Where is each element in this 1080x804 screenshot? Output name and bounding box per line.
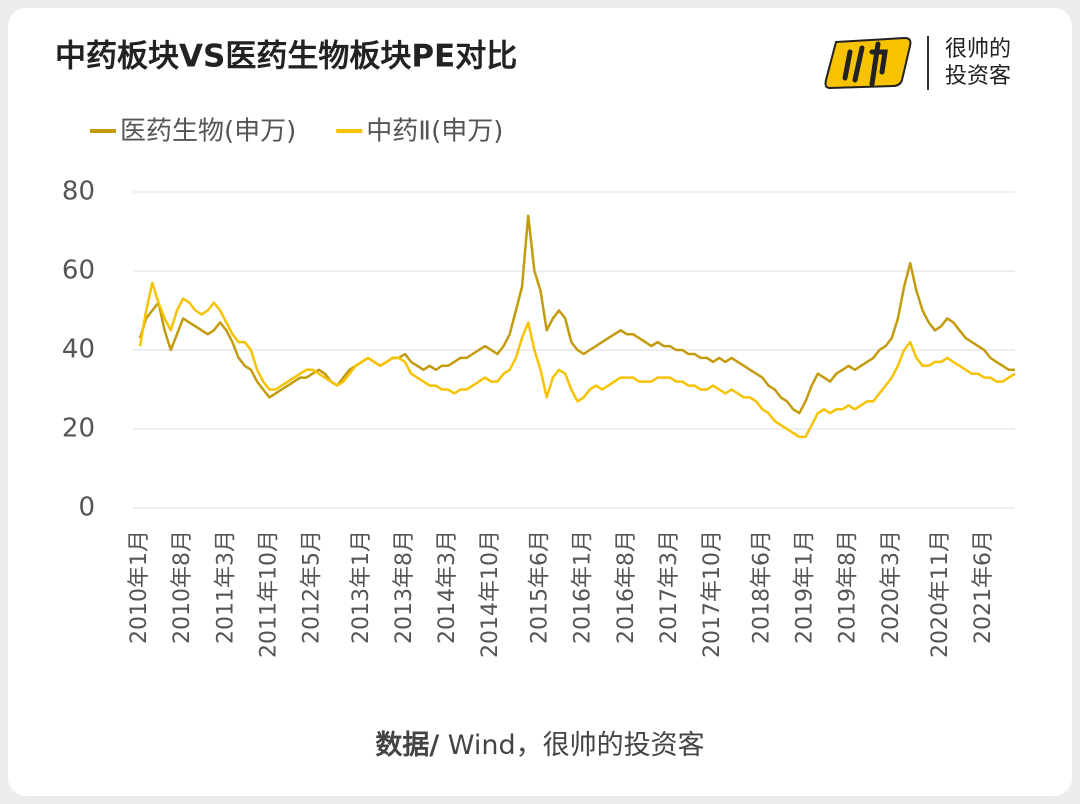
x-tick-label: 2011年10月 — [256, 530, 281, 658]
x-tick-label: 2016年1月 — [571, 530, 596, 644]
x-tick-label: 2016年8月 — [614, 530, 639, 644]
legend-label: 医药生物(申万) — [120, 117, 296, 147]
logo — [824, 36, 929, 90]
x-tick-label: 2015年6月 — [528, 530, 553, 644]
x-tick-label: 2010年8月 — [170, 530, 195, 644]
series-line — [138, 281, 1016, 439]
source-text: Wind，很帅的投资客 — [439, 730, 704, 761]
card — [8, 8, 1072, 796]
x-tick-label: 2019年1月 — [792, 530, 817, 644]
x-tick-label: 2017年10月 — [700, 530, 725, 658]
x-tick-label: 2021年6月 — [971, 530, 996, 644]
x-tick-label: 2019年8月 — [836, 530, 861, 644]
y-tick-label: 80 — [62, 177, 95, 207]
x-tick-label: 2010年1月 — [127, 530, 152, 644]
logo-mark — [824, 36, 912, 90]
x-tick-label: 2013年8月 — [392, 530, 417, 644]
y-tick-label: 0 — [78, 493, 95, 523]
x-tick-label: 2018年6月 — [749, 530, 774, 644]
chart-title: 中药板块VS医药生物板块PE对比 — [55, 39, 517, 75]
y-tick-label: 40 — [62, 335, 95, 365]
x-tick-label: 2020年3月 — [879, 530, 904, 644]
legend-label: 中药Ⅱ(申万) — [366, 117, 503, 147]
x-tick-label: 2014年3月 — [435, 530, 460, 644]
logo-glyph — [842, 41, 888, 87]
x-tick-label: 2012年5月 — [300, 530, 325, 644]
x-tick-label: 2017年3月 — [657, 530, 682, 644]
series-line — [138, 214, 1015, 415]
brand-line: 投资客 — [945, 64, 1011, 89]
x-tick-label: 2013年1月 — [349, 530, 374, 644]
brand-line: 很帅的 — [945, 37, 1011, 62]
y-tick-label: 20 — [62, 414, 95, 444]
x-tick-label: 2020年11月 — [928, 530, 953, 658]
x-tick-label: 2011年3月 — [213, 530, 238, 644]
y-tick-label: 60 — [62, 256, 95, 286]
source-label: 数据/ — [375, 730, 439, 761]
source: 数据/ Wind，很帅的投资客 — [375, 730, 704, 761]
x-tick-label: 2014年10月 — [478, 530, 503, 658]
